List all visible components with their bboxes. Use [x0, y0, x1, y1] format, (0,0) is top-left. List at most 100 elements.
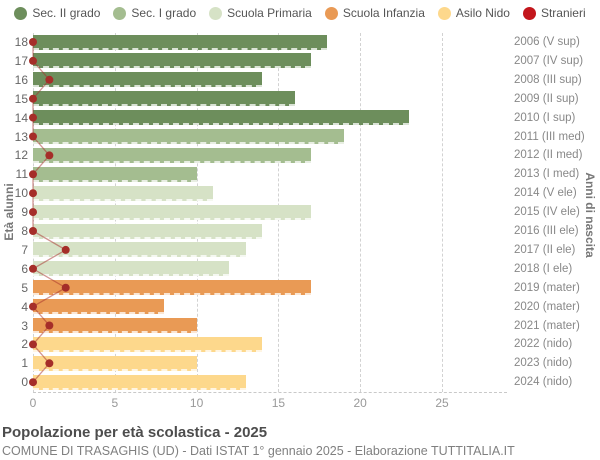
x-axis-ticks: 0 5 10 15 20 25	[30, 396, 507, 412]
inf-legend-swatch	[324, 6, 338, 20]
sec1-legend-swatch	[113, 6, 127, 20]
bar-age-15	[33, 91, 295, 107]
y-axis-title-right: Anni di nascita	[583, 172, 597, 258]
age-tick-label: 11	[15, 167, 28, 182]
chart-row-age-6: 6 2018 (I ele)	[21, 260, 572, 279]
bar-age-1	[33, 355, 197, 371]
bar-age-4	[33, 299, 164, 315]
birth-year-label: 2023 (nido)	[514, 357, 573, 370]
stranieri-legend-swatch	[522, 6, 536, 20]
age-tick-label: 16	[14, 72, 28, 87]
chart-row-age-4: 4 2020 (mater)	[21, 298, 580, 317]
bar-age-0	[33, 374, 246, 390]
chart-row-age-18: 18 2006 (V sup)	[15, 33, 580, 52]
birth-year-label: 2006 (V sup)	[514, 36, 580, 48]
birth-year-label: 2018 (I ele)	[514, 262, 573, 275]
age-tick-label: 13	[14, 129, 28, 144]
birth-year-label: 2024 (nido)	[514, 376, 573, 389]
age-tick-label: 1	[21, 356, 28, 371]
age-tick-label: 12	[14, 148, 28, 163]
plot-area: 18 2006 (V sup) 17 2007 (IV sup) 16 2008 (III…	[15, 33, 585, 393]
bar-age-11	[33, 166, 197, 182]
chart-row-age-8: 8 2016 (III ele)	[21, 222, 579, 241]
chart-footer: Popolazione per età scolastica - 2025 CO…	[2, 424, 598, 458]
chart-row-age-11: 11 2013 (I med)	[16, 165, 579, 184]
bar-age-12	[33, 147, 312, 163]
chart-row-age-2: 2 2022 (nido)	[21, 335, 572, 354]
age-tick-label: 9	[21, 205, 28, 220]
legend-label: Sec. I grado	[131, 6, 197, 20]
birth-year-label: 2016 (III ele)	[514, 225, 579, 237]
bar-age-2	[33, 336, 263, 352]
chart-row-age-16: 16 2008 (III sup)	[15, 71, 582, 90]
chart-row-age-9: 9 2015 (IV ele)	[21, 203, 580, 222]
sec2-legend-swatch	[14, 6, 28, 20]
bar-age-14	[33, 110, 410, 126]
legend-label: Scuola Primaria	[227, 6, 312, 20]
birth-year-label: 2021 (mater)	[514, 319, 580, 332]
age-tick-label: 5	[21, 280, 28, 295]
bar-age-8	[33, 223, 263, 239]
y-axis-title-left: Età alunni	[2, 183, 16, 241]
birth-year-label: 2014 (V ele)	[514, 187, 577, 200]
birth-year-label: 2011 (III med)	[514, 130, 585, 143]
bar-age-7	[33, 242, 246, 258]
age-tick-label: 14	[14, 110, 28, 125]
bar-age-5	[33, 280, 312, 296]
legend-label: Scuola Infanzia	[342, 6, 425, 20]
bar-age-16	[33, 72, 263, 88]
bar-age-9	[33, 204, 312, 220]
age-tick-label: 7	[21, 242, 28, 257]
legend-item-prim: Scuola Primaria	[209, 6, 312, 20]
chart-row-age-15: 15 2009 (II sup)	[15, 90, 579, 109]
chart-row-age-0: 0 2024 (nido)	[21, 373, 572, 392]
legend-item-sec1: Sec. I grado	[113, 6, 196, 20]
chart-row-age-13: 13 2011 (III med)	[15, 128, 585, 147]
bar-age-10	[33, 185, 213, 201]
chart-row-age-14: 14 2010 (I sup)	[15, 109, 575, 128]
nido-legend-swatch	[437, 6, 451, 20]
age-tick-label: 8	[21, 224, 28, 238]
age-tick-label: 10	[14, 186, 28, 201]
x-tick-label-25: 25	[435, 396, 449, 410]
age-tick-label: 3	[21, 318, 28, 333]
birth-year-label: 2019 (mater)	[514, 281, 580, 294]
chart-subtitle: COMUNE DI TRASAGHIS (UD) - Dati ISTAT 1°…	[2, 444, 515, 458]
birth-year-label: 2008 (III sup)	[514, 73, 582, 86]
x-tick-label-10: 10	[189, 396, 204, 410]
bar-age-18	[33, 34, 328, 50]
birth-year-label: 2013 (I med)	[514, 168, 580, 181]
legend: Sec. II grado Sec. I grado Scuola Primaria…	[0, 3, 600, 23]
gridline-20	[360, 33, 362, 392]
bar-age-17	[33, 53, 312, 69]
age-tick-label: 17	[14, 53, 28, 68]
age-tick-label: 0	[21, 375, 28, 390]
age-tick-label: 2	[21, 337, 28, 352]
chart-row-age-17: 17 2007 (IV sup)	[15, 52, 583, 71]
chart-row-age-1: 1 2023 (nido)	[21, 354, 572, 373]
chart-row-age-10: 10 2014 (V ele)	[15, 184, 577, 203]
birth-year-label: 2010 (I sup)	[514, 111, 576, 124]
age-tick-label: 6	[21, 261, 28, 276]
legend-item-stranieri: Stranieri	[522, 6, 586, 20]
x-tick-label-20: 20	[353, 396, 367, 410]
chart-row-age-3: 3 2021 (mater)	[21, 317, 580, 336]
legend-item-sec2: Sec. II grado	[14, 6, 100, 20]
prim-legend-swatch	[209, 6, 223, 20]
birth-year-label: 2022 (nido)	[514, 338, 573, 351]
birth-year-label: 2020 (mater)	[514, 300, 580, 313]
legend-label: Stranieri	[540, 6, 586, 20]
age-tick-label: 18	[14, 35, 28, 49]
legend-item-nido: Asilo Nido	[437, 6, 510, 20]
x-tick-label-15: 15	[271, 396, 286, 410]
bar-age-6	[33, 261, 230, 277]
age-tick-label: 4	[21, 299, 28, 314]
birth-year-label: 2007 (IV sup)	[514, 54, 584, 67]
birth-year-label: 2009 (II sup)	[514, 92, 579, 105]
legend-item-inf: Scuola Infanzia	[324, 6, 425, 20]
chart-row-age-7: 7 2017 (II ele)	[21, 241, 575, 260]
age-tick-label: 15	[14, 91, 28, 106]
birth-year-label: 2017 (II ele)	[514, 243, 576, 256]
x-tick-label-5: 5	[111, 396, 119, 410]
